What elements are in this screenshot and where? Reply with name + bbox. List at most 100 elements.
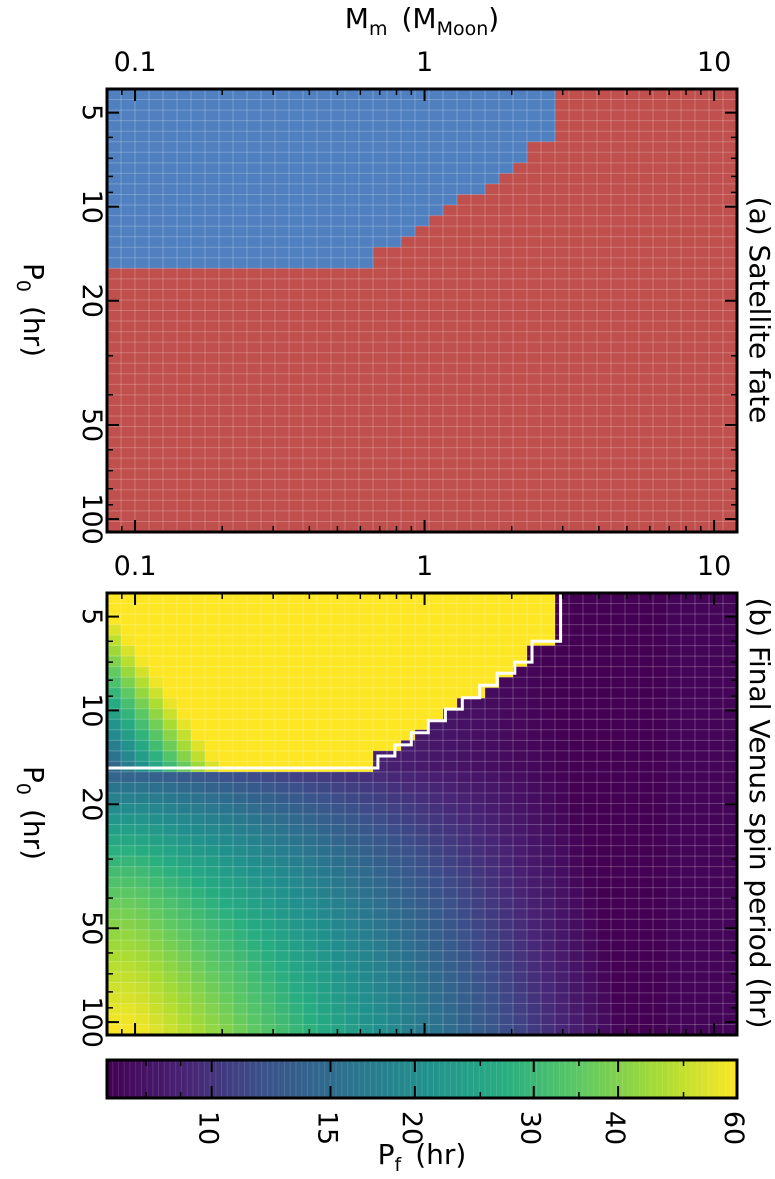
heatmap-cell bbox=[513, 877, 528, 889]
heatmap-cell bbox=[457, 698, 472, 710]
heatmap-cell bbox=[149, 384, 164, 396]
heatmap-cell bbox=[597, 331, 612, 343]
heatmap-cell bbox=[219, 299, 234, 312]
heatmap-cell bbox=[429, 99, 444, 111]
heatmap-cell bbox=[569, 940, 584, 952]
heatmap-cell bbox=[345, 415, 360, 428]
heatmap-cell bbox=[247, 363, 262, 375]
heatmap-cell bbox=[471, 268, 486, 280]
heatmap-cell bbox=[723, 468, 737, 480]
heatmap-cell bbox=[191, 698, 206, 710]
heatmap-cell bbox=[723, 761, 737, 773]
heatmap-cell bbox=[261, 331, 276, 343]
heatmap-cell bbox=[359, 310, 374, 322]
heatmap-cell bbox=[191, 183, 206, 196]
heatmap-cell bbox=[261, 205, 276, 217]
heatmap-cell bbox=[527, 394, 542, 407]
heatmap-cell bbox=[317, 268, 332, 280]
heatmap-cell bbox=[639, 352, 654, 364]
heatmap-cell bbox=[625, 331, 640, 343]
heatmap-cell bbox=[555, 898, 570, 910]
heatmap-cell bbox=[107, 289, 122, 301]
heatmap-cell bbox=[331, 687, 346, 699]
heatmap-cell bbox=[527, 729, 542, 741]
heatmap-cell bbox=[709, 603, 724, 615]
heatmap-cell bbox=[513, 603, 528, 615]
heatmap-cell bbox=[275, 603, 290, 615]
heatmap-cell bbox=[541, 814, 556, 826]
heatmap-cell bbox=[163, 468, 178, 480]
heatmap-cell bbox=[499, 394, 514, 407]
heatmap-cell bbox=[373, 257, 388, 269]
heatmap-cell bbox=[387, 824, 402, 836]
heatmap-cell bbox=[191, 624, 206, 636]
heatmap-cell bbox=[233, 771, 248, 784]
heatmap-cell bbox=[583, 887, 598, 899]
heatmap-cell bbox=[485, 761, 500, 773]
heatmap-cell bbox=[261, 236, 276, 248]
heatmap-cell bbox=[681, 342, 696, 354]
heatmap-cell bbox=[723, 845, 737, 857]
heatmap-cell bbox=[373, 887, 388, 899]
heatmap-cell bbox=[233, 205, 248, 217]
heatmap-cell bbox=[149, 458, 164, 470]
heatmap-cell bbox=[135, 183, 150, 196]
heatmap-cell bbox=[387, 489, 402, 501]
heatmap-cell bbox=[121, 437, 136, 449]
heatmap-cell bbox=[331, 824, 346, 836]
heatmap-cell bbox=[303, 321, 318, 333]
heatmap-cell bbox=[317, 614, 332, 626]
heatmap-cell bbox=[107, 152, 122, 164]
heatmap-cell bbox=[541, 215, 556, 227]
heatmap-cell bbox=[569, 310, 584, 322]
heatmap-cell bbox=[527, 803, 542, 815]
heatmap-cell bbox=[499, 215, 514, 227]
heatmap-cell bbox=[233, 803, 248, 815]
heatmap-cell bbox=[191, 257, 206, 269]
heatmap-cell bbox=[261, 310, 276, 322]
heatmap-cell bbox=[387, 877, 402, 889]
heatmap-cell bbox=[527, 856, 542, 868]
heatmap-cell bbox=[233, 719, 248, 731]
heatmap-cell bbox=[485, 437, 500, 449]
heatmap-cell bbox=[541, 278, 556, 291]
heatmap-cell bbox=[499, 489, 514, 501]
heatmap-cell bbox=[499, 468, 514, 480]
heatmap-cell bbox=[653, 1024, 668, 1035]
heatmap-cell bbox=[275, 426, 290, 438]
heatmap-cell bbox=[191, 771, 206, 784]
heatmap-cell bbox=[457, 919, 472, 931]
heatmap-cell bbox=[485, 603, 500, 615]
heatmap-cell bbox=[541, 677, 556, 689]
heatmap-cell bbox=[345, 792, 360, 805]
heatmap-cell bbox=[625, 603, 640, 615]
heatmap-cell bbox=[695, 489, 710, 501]
heatmap-cell bbox=[485, 489, 500, 501]
heatmap-cell bbox=[219, 205, 234, 217]
heatmap-cell bbox=[499, 687, 514, 699]
heatmap-cell bbox=[275, 782, 290, 794]
heatmap-cell bbox=[527, 447, 542, 459]
heatmap-cell bbox=[373, 394, 388, 407]
heatmap-cell bbox=[219, 645, 234, 657]
heatmap-cell bbox=[415, 940, 430, 952]
heatmap-cell bbox=[205, 110, 220, 122]
heatmap-cell bbox=[639, 698, 654, 710]
heatmap-cell bbox=[387, 458, 402, 470]
heatmap-cell bbox=[219, 384, 234, 396]
heatmap-cell bbox=[135, 426, 150, 438]
heatmap-cell bbox=[275, 321, 290, 333]
heatmap-cell bbox=[205, 698, 220, 710]
heatmap-cell bbox=[429, 792, 444, 805]
heatmap-cell bbox=[471, 593, 486, 605]
x-tick-label: 0.1 bbox=[114, 47, 157, 78]
heatmap-cell bbox=[415, 162, 430, 174]
heatmap-cell bbox=[233, 321, 248, 333]
heatmap-cell bbox=[625, 89, 640, 101]
heatmap-cell bbox=[177, 236, 192, 248]
heatmap-cell bbox=[499, 247, 514, 259]
heatmap-cell bbox=[541, 614, 556, 626]
heatmap-cell bbox=[709, 458, 724, 470]
heatmap-cell bbox=[457, 236, 472, 248]
heatmap-cell bbox=[485, 247, 500, 259]
